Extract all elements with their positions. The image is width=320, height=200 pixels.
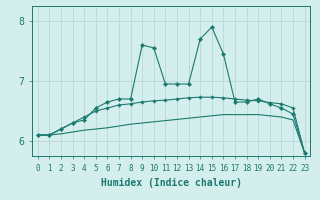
X-axis label: Humidex (Indice chaleur): Humidex (Indice chaleur) (101, 178, 242, 188)
